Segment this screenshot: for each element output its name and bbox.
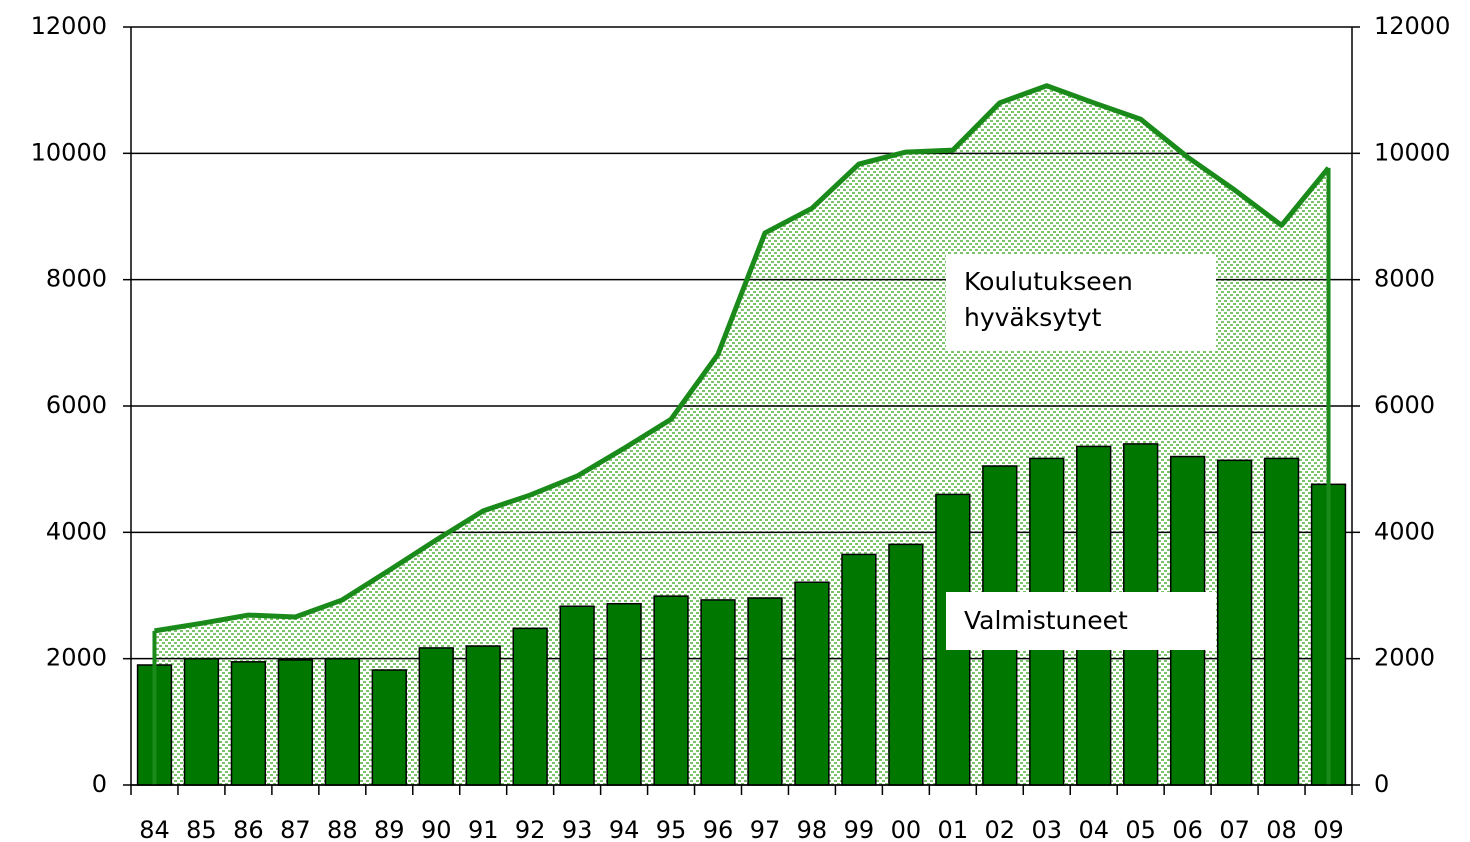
bar <box>700 599 736 786</box>
y-tick-label: 8000 <box>46 265 107 293</box>
x-tick-label: 00 <box>891 816 922 842</box>
bar <box>230 661 267 786</box>
x-tick-label: 96 <box>703 816 734 842</box>
x-tick-label: 94 <box>609 816 640 842</box>
x-tick-label: 89 <box>374 816 405 842</box>
bar <box>606 602 642 786</box>
bar <box>277 659 314 786</box>
bar <box>888 543 924 786</box>
x-tick-label: 86 <box>233 816 264 842</box>
x-tick-label: 09 <box>1313 816 1344 842</box>
x-tick-label: 07 <box>1219 816 1250 842</box>
bar <box>1216 459 1253 786</box>
x-tick-label: 95 <box>656 816 687 842</box>
bar <box>512 627 548 786</box>
x-tick-label: 06 <box>1172 816 1203 842</box>
x-tick-label: 90 <box>421 816 452 842</box>
y-tick-label: 10000 <box>31 138 107 166</box>
y2-tick-label: 0 <box>1374 770 1389 798</box>
bar <box>653 595 689 786</box>
x-tick-label: 03 <box>1031 816 1062 842</box>
x-tick-label: 97 <box>750 816 781 842</box>
bar <box>183 657 220 786</box>
y-tick-label: 12000 <box>31 12 107 40</box>
x-tick-label: 85 <box>186 816 217 842</box>
bar <box>559 605 595 786</box>
y2-tick-label: 12000 <box>1374 12 1450 40</box>
bar <box>418 647 454 786</box>
x-tick-label: 05 <box>1125 816 1156 842</box>
area-line <box>154 83 1331 634</box>
bar <box>747 597 783 786</box>
x-tick-label: 92 <box>515 816 546 842</box>
bar <box>371 669 407 786</box>
x-tick-label: 93 <box>562 816 593 842</box>
bar <box>841 553 877 786</box>
y2-tick-label: 2000 <box>1374 644 1435 672</box>
bar <box>794 581 830 786</box>
x-tick-label: 08 <box>1266 816 1297 842</box>
x-tick-label: 01 <box>938 816 969 842</box>
x-tick-label: 88 <box>327 816 358 842</box>
bar-label: Valmistuneet <box>946 592 1216 650</box>
y-tick-label: 6000 <box>46 391 107 419</box>
bar <box>465 645 501 786</box>
x-tick-label: 02 <box>985 816 1016 842</box>
y2-tick-label: 6000 <box>1374 391 1435 419</box>
y-tick-label: 0 <box>92 770 107 798</box>
x-tick-label: 99 <box>844 816 875 842</box>
x-tick-label: 87 <box>280 816 311 842</box>
bar <box>1263 457 1300 786</box>
y2-tick-label: 4000 <box>1374 517 1435 545</box>
y-tick-label: 2000 <box>46 644 107 672</box>
area-label: Koulutukseen hyväksytyt <box>946 254 1216 350</box>
bar <box>324 657 360 786</box>
x-tick-label: 84 <box>139 816 170 842</box>
x-tick-label: 91 <box>468 816 499 842</box>
y2-tick-label: 8000 <box>1374 265 1435 293</box>
x-tick-label: 98 <box>797 816 828 842</box>
y2-tick-label: 10000 <box>1374 138 1450 166</box>
y-tick-label: 4000 <box>46 517 107 545</box>
x-tick-label: 04 <box>1078 816 1109 842</box>
